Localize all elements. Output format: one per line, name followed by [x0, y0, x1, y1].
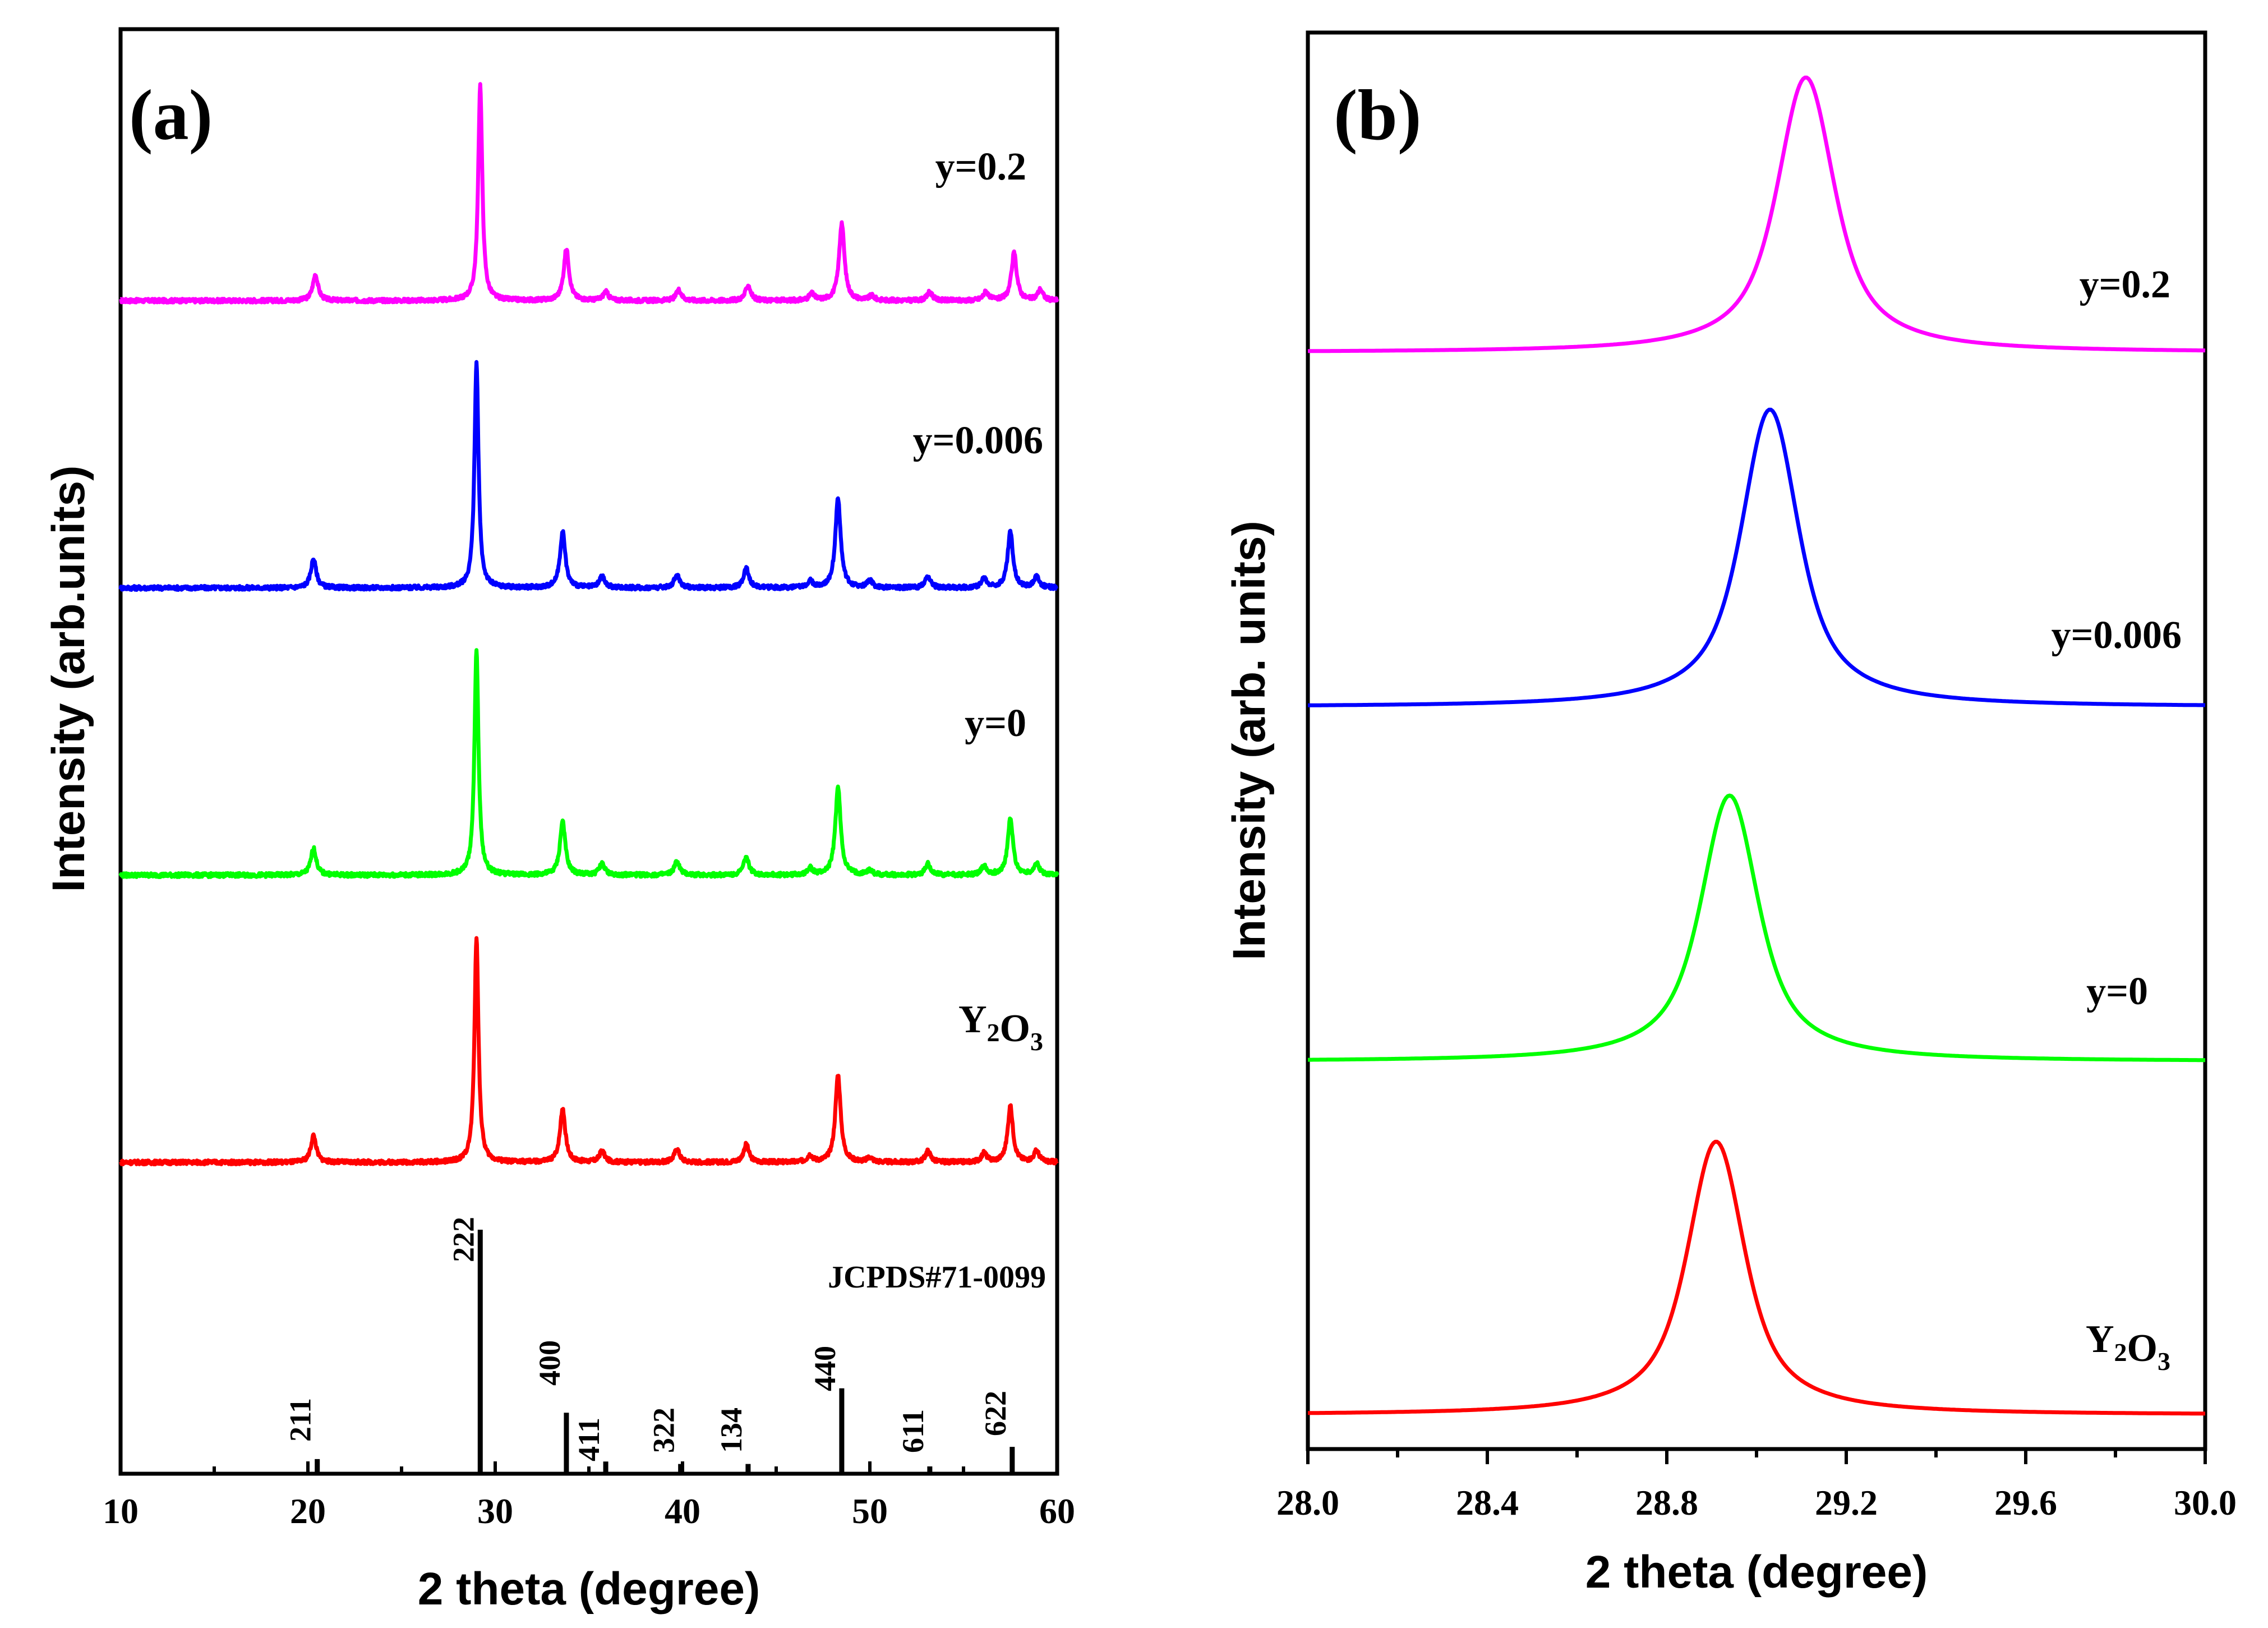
- panel-a-curve-y-0-2: [119, 82, 1059, 305]
- reference-label-440: 440: [808, 1346, 842, 1391]
- reference-label-211: 211: [284, 1398, 317, 1442]
- panel-b-curve-y-0: [1307, 793, 2206, 1063]
- panel-a-tick-label-50: 50: [852, 1491, 888, 1531]
- panel-a-tick-label-10: 10: [103, 1491, 139, 1531]
- panel-b-label-y2o3: Y2O3: [2086, 1318, 2170, 1376]
- panel-b-label-y-0-2: y=0.2: [2080, 263, 2170, 306]
- reference-label-322: 322: [647, 1408, 681, 1453]
- reference-label-222: 222: [446, 1217, 480, 1262]
- panel-b-curve-y-0-006: [1307, 407, 2206, 707]
- panel-b-label-y-0-006: y=0.006: [2052, 614, 2182, 657]
- reference-label-622: 622: [979, 1391, 1012, 1436]
- panel-a-label-y-0: y=0: [965, 702, 1026, 745]
- panel-b-series-group: y=0.2 y=0.006 y=0 Y2O3: [1307, 75, 2206, 1416]
- panel-a-frame: [118, 27, 1059, 1476]
- panel-a-curve-y-0: [118, 648, 1059, 879]
- panel-a-label-y2o3: Y2O3: [958, 998, 1043, 1056]
- reference-label-134: 134: [714, 1408, 748, 1453]
- panel-a-x-ticks: 10 20 30 40 50 60: [103, 1461, 1075, 1531]
- panel-b-curve-y2o3: [1307, 1139, 2206, 1416]
- panel-b-tick-label-28-0: 28.0: [1276, 1483, 1339, 1523]
- panel-a-curve-y2o3: [119, 936, 1059, 1166]
- panel-a-tick-label-40: 40: [665, 1491, 700, 1531]
- panel-b-tick-label-28-8: 28.8: [1635, 1483, 1698, 1523]
- panel-a-curve-y-0-006: [118, 360, 1059, 592]
- panel-b-x-axis-title: 2 theta (degree): [1585, 1547, 1928, 1598]
- panel-a-label-y-0-2: y=0.2: [935, 145, 1026, 188]
- reference-title: JCPDS#71-0099: [828, 1260, 1046, 1295]
- panel-b-x-ticks: 28.0 28.4 28.8 29.2 29.6 30.0: [1276, 1449, 2237, 1523]
- panel-a-x-axis-title: 2 theta (degree): [418, 1563, 760, 1615]
- panel-a-tick-label-60: 60: [1039, 1491, 1075, 1531]
- panel-b-tick-label-29-6: 29.6: [1994, 1483, 2057, 1523]
- panel-a-label-y-0-006: y=0.006: [913, 419, 1043, 462]
- panel-b-tick-label-28-4: 28.4: [1456, 1483, 1519, 1523]
- panel-b-tick-label-30-0: 30.0: [2174, 1483, 2237, 1523]
- panel-a-tick-label-30: 30: [477, 1491, 513, 1531]
- panel-a-series-group: y=0.2 y=0.006 y=0 Y2O3: [118, 82, 1059, 1166]
- panel-b-label-y-0: y=0: [2086, 970, 2148, 1013]
- panel-b-curve-y-0-2: [1307, 75, 2206, 353]
- panel-b-tick-label-29-2: 29.2: [1815, 1483, 1878, 1523]
- panel-a-tick-label-20: 20: [290, 1491, 326, 1531]
- panel-b-label: (b): [1334, 75, 1421, 155]
- panel-a-y-axis-title: Intensity (arb.units): [43, 466, 94, 893]
- panel-a-label: (a): [129, 75, 213, 155]
- reference-label-411: 411: [572, 1418, 606, 1461]
- panel-b-y-axis-title: Intensity (arb. units): [1224, 521, 1275, 960]
- reference-label-400: 400: [533, 1340, 566, 1386]
- panel-b: (b) y=0.2 y=0.006 y=0 Y2O3 28.0 28.4 28.8 29.2…: [1224, 30, 2237, 1598]
- reference-label-611: 611: [896, 1409, 930, 1453]
- panel-b-frame: [1306, 30, 2207, 1451]
